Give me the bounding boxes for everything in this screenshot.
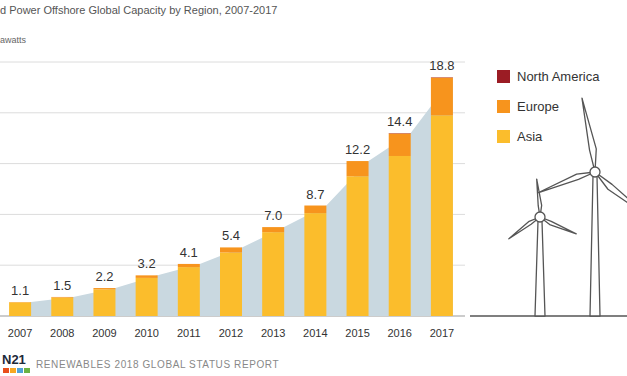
total-label: 14.4 [387,114,412,129]
x-tick-label: 2012 [219,327,243,339]
bar-segment [389,156,411,316]
bar-segment [389,134,411,156]
logo: N21 [2,352,26,367]
total-label: 18.8 [429,58,454,73]
bar-segment [431,78,453,116]
x-tick-label: 2008 [50,327,74,339]
legend-label: Asia [517,129,543,144]
total-label: 5.4 [222,228,240,243]
bar-segment [304,205,326,206]
legend-label: Europe [517,99,559,114]
logo-square [17,368,23,373]
bar-segment [51,296,73,298]
bar-segment [262,232,284,316]
total-label: 3.2 [138,256,156,271]
bar-segment [262,227,284,228]
x-tick-label: 2010 [134,327,158,339]
x-tick-label: 2015 [345,327,369,339]
bar-segment [347,161,369,176]
turbine-blade [537,179,542,217]
x-tick-label: 2009 [92,327,116,339]
turbine-tower [590,176,600,316]
bar-segment [9,302,31,316]
total-area [9,77,453,316]
turbine-blade [540,217,576,234]
total-label: 12.2 [345,142,370,157]
turbine-blade [582,98,596,172]
bar-segment [93,289,115,316]
bar-segment [431,115,453,316]
turbine-tower [535,221,545,316]
bar-segment [389,133,411,134]
turbine-hub [535,212,545,222]
legend-label: North America [517,69,600,84]
bar-segment [262,227,284,232]
bar-segment [9,302,31,303]
total-label: 4.1 [180,245,198,260]
bar-segment [304,206,326,214]
bar-segment [93,288,115,289]
bar-segment [93,288,115,289]
bar-segment [220,247,242,248]
bar-segment [178,264,200,267]
turbine-blade [595,172,627,217]
plot-area [9,77,453,316]
turbine-hub [590,167,600,177]
bar-segment [51,296,73,297]
bar-segment [178,267,200,316]
turbine-blade [539,172,595,193]
bar-segment [136,278,158,316]
bar-segment [347,161,369,162]
bar-segment [304,213,326,316]
x-tick-label: 2014 [303,327,327,339]
bar-segment [431,77,453,78]
turbine-blade [509,217,540,239]
bar-segment [51,298,73,316]
logo-square [3,368,9,373]
turbine-illustration [470,98,627,316]
bar-segment [136,275,158,276]
bar-segment [347,176,369,316]
x-tick-label: 2011 [177,327,201,339]
bar-segment [178,263,200,264]
total-label: 1.5 [53,278,71,293]
bar-segment [220,247,242,252]
total-label: 1.1 [11,283,29,298]
x-tick-label: 2007 [8,327,32,339]
chart: d Power Offshore Global Capacity by Regi… [0,0,627,376]
source: RENEWABLES 2018 GLOBAL STATUS REPORT [36,359,279,370]
total-label: 7.0 [264,208,282,223]
y-axis-label: awatts [0,35,27,45]
ground-line [470,315,627,316]
grid-line [0,62,465,63]
bar-segment [9,302,31,303]
total-label: 2.2 [95,269,113,284]
logo-square [10,368,16,373]
bar-segment [220,253,242,317]
legend-swatch [497,70,510,83]
bar-segment [136,275,158,278]
x-tick-label: 2017 [430,327,454,339]
x-tick-label: 2013 [261,327,285,339]
logo-square [24,368,30,373]
total-label: 8.7 [306,187,324,202]
title: d Power Offshore Global Capacity by Regi… [0,4,277,16]
legend-swatch [497,100,510,113]
x-tick-label: 2016 [387,327,411,339]
legend-swatch [497,130,510,143]
